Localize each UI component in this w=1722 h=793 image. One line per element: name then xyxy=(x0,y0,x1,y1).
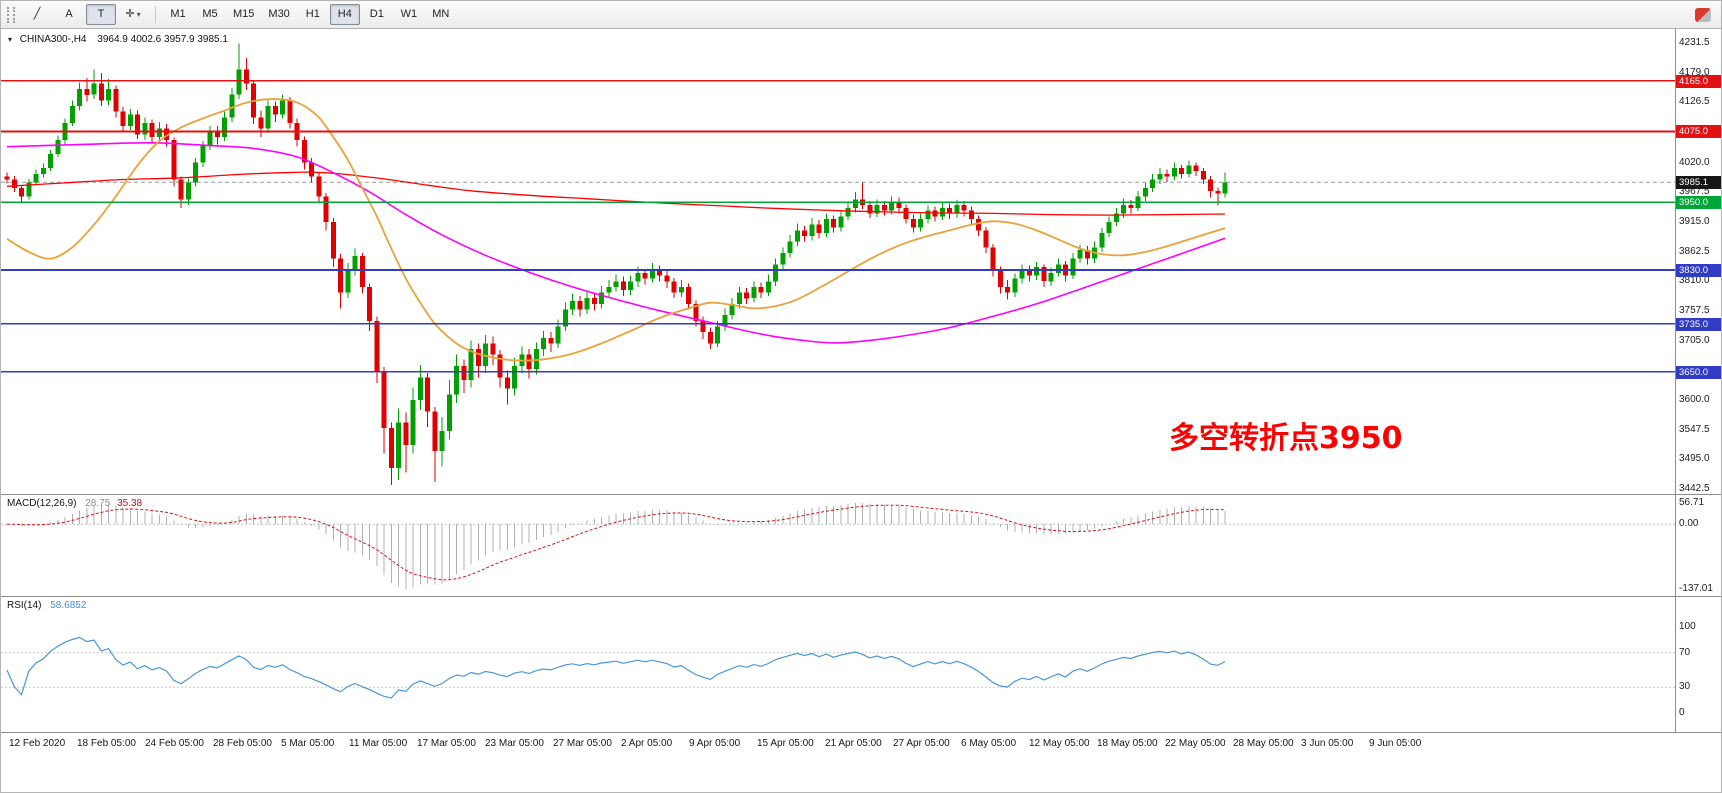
macd-axis[interactable]: 56.71 0.00 -137.01 xyxy=(1675,495,1721,596)
price-tick: 3600.0 xyxy=(1679,394,1710,405)
price-chart-canvas[interactable] xyxy=(1,29,1675,495)
rsi-tick: 100 xyxy=(1679,621,1696,632)
time-label: 28 May 05:00 xyxy=(1233,738,1294,749)
rsi-tick: 0 xyxy=(1679,707,1685,718)
timeframe-w1-button[interactable]: W1 xyxy=(400,8,418,20)
time-label: 12 May 05:00 xyxy=(1029,738,1090,749)
level-price-badge: 3650.0 xyxy=(1676,366,1721,379)
ohlc-values: 3964.9 4002.6 3957.9 3985.1 xyxy=(97,34,228,45)
shapes-tool-button[interactable]: ✛ ▾ xyxy=(118,4,148,25)
timeframe-d1-button[interactable]: D1 xyxy=(369,8,384,20)
candles xyxy=(4,43,1228,485)
symbol-timeframe-label: CHINA300-,H4 xyxy=(19,34,87,45)
time-label: 6 May 05:00 xyxy=(961,738,1017,749)
time-label: 27 Mar 05:00 xyxy=(553,738,612,749)
rsi-axis[interactable]: 100 70 30 0 xyxy=(1675,597,1721,732)
timeframe-m1-button[interactable]: M1 xyxy=(170,8,186,20)
level-price-badge: 4165.0 xyxy=(1676,75,1721,88)
ma-fast-orange xyxy=(6,98,1226,362)
timeframe-h1-button[interactable]: H1 xyxy=(305,8,320,20)
timeframe-mn-button[interactable]: MN xyxy=(432,8,450,20)
price-tick: 3495.0 xyxy=(1679,453,1710,464)
time-label: 22 May 05:00 xyxy=(1165,738,1226,749)
price-chart-panel[interactable]: ▾ CHINA300-,H4 3964.9 4002.6 3957.9 3985… xyxy=(1,29,1721,495)
time-label: 3 Jun 05:00 xyxy=(1301,738,1354,749)
time-label: 9 Jun 05:00 xyxy=(1369,738,1422,749)
current-price-badge: 3985.1 xyxy=(1676,176,1721,189)
price-tick: 3915.0 xyxy=(1679,216,1710,227)
timeframe-m5-button[interactable]: M5 xyxy=(202,8,218,20)
rsi-tick: 30 xyxy=(1679,681,1691,692)
time-label: 11 Mar 05:00 xyxy=(349,738,408,749)
time-label: 21 Apr 05:00 xyxy=(825,738,882,749)
price-tick: 3757.5 xyxy=(1679,305,1710,316)
chevron-down-icon: ▾ xyxy=(136,10,141,19)
level-price-badge: 4075.0 xyxy=(1676,125,1721,138)
rsi-value: 58.6852 xyxy=(50,600,87,611)
rsi-panel[interactable]: RSI(14) 58.6852 100 70 30 0 xyxy=(1,597,1721,733)
price-tick: 3547.5 xyxy=(1679,424,1710,435)
time-label: 5 Mar 05:00 xyxy=(281,738,335,749)
price-tick: 3705.0 xyxy=(1679,335,1710,346)
rsi-indicator-name: RSI(14) xyxy=(7,600,42,611)
level-price-badge: 3735.0 xyxy=(1676,318,1721,331)
rsi-label: RSI(14) 58.6852 xyxy=(7,600,86,611)
macd-histogram xyxy=(13,503,1226,589)
rsi-tick: 70 xyxy=(1679,647,1691,658)
macd-main-value: 28.75 xyxy=(85,498,111,509)
chart-annotation-text[interactable]: 多空转折点3950 xyxy=(1169,421,1403,456)
macd-tick: -137.01 xyxy=(1679,583,1713,594)
ma-slow-red xyxy=(6,171,1226,216)
time-label: 2 Apr 05:00 xyxy=(621,738,673,749)
text-frame-tool-button[interactable]: T xyxy=(86,4,116,25)
macd-signal-value: 35.38 xyxy=(117,498,143,509)
line-tool-button[interactable]: ╱ xyxy=(33,8,41,20)
time-label: 17 Mar 05:00 xyxy=(417,738,476,749)
macd-signal-line xyxy=(6,504,1226,581)
macd-label: MACD(12,26,9) 28.75 35.38 xyxy=(7,498,142,509)
macd-indicator-name: MACD(12,26,9) xyxy=(7,498,77,509)
time-label: 28 Feb 05:00 xyxy=(213,738,272,749)
time-label: 23 Mar 05:00 xyxy=(485,738,544,749)
time-label: 12 Feb 2020 xyxy=(9,738,66,749)
toolbar-separator xyxy=(155,6,156,23)
level-price-badge: 3830.0 xyxy=(1676,264,1721,277)
timeframe-m15-button[interactable]: M15 xyxy=(233,8,255,20)
price-tick: 3810.0 xyxy=(1679,275,1710,286)
time-label: 9 Apr 05:00 xyxy=(689,738,741,749)
macd-canvas[interactable] xyxy=(1,495,1675,597)
rsi-canvas[interactable] xyxy=(1,597,1675,733)
rsi-line xyxy=(6,636,1226,699)
price-tick: 4179.0 xyxy=(1679,67,1710,78)
price-tick: 3442.5 xyxy=(1679,483,1710,494)
timeframe-h4-button[interactable]: H4 xyxy=(329,4,360,25)
toolbar-grip[interactable] xyxy=(7,6,15,23)
level-price-badge: 3950.0 xyxy=(1676,196,1721,209)
macd-tick: 56.71 xyxy=(1679,497,1705,508)
price-axis[interactable]: 4231.5 4179.0 4126.5 4075.0 4020.0 3967.5 3915… xyxy=(1675,29,1721,494)
time-axis[interactable]: 12 Feb 2020 18 Feb 05:00 24 Feb 05:00 28 Fe… xyxy=(1,733,1721,755)
shapes-tool-icon: ✛ xyxy=(125,8,135,20)
time-label: 27 Apr 05:00 xyxy=(893,738,950,749)
time-label: 15 Apr 05:00 xyxy=(757,738,814,749)
price-tick: 3967.5 xyxy=(1679,186,1710,197)
chart-header: ▾ CHINA300-,H4 3964.9 4002.6 3957.9 3985… xyxy=(8,34,228,45)
time-label: 18 May 05:00 xyxy=(1097,738,1158,749)
collapse-arrow-icon[interactable]: ▾ xyxy=(8,35,13,44)
macd-tick: 0.00 xyxy=(1679,518,1699,529)
app-logo-icon xyxy=(1695,7,1711,22)
horizontal-level-lines[interactable] xyxy=(1,79,1675,373)
ma-mid-magenta xyxy=(6,141,1226,344)
time-label: 24 Feb 05:00 xyxy=(145,738,204,749)
macd-panel[interactable]: MACD(12,26,9) 28.75 35.38 56.71 0.00 -137.… xyxy=(1,495,1721,597)
price-tick: 4020.0 xyxy=(1679,157,1710,168)
toolbar: ╱ A T ✛ ▾ M1 M5 M15 M30 H1 H4 D1 W1 MN xyxy=(1,1,1721,29)
price-tick: 3862.5 xyxy=(1679,246,1710,257)
timeframe-m30-button[interactable]: M30 xyxy=(268,8,290,20)
time-label: 18 Feb 05:00 xyxy=(77,738,136,749)
price-tick: 4231.5 xyxy=(1679,37,1710,48)
price-tick: 4126.5 xyxy=(1679,96,1710,107)
text-tool-button[interactable]: A xyxy=(65,8,73,20)
